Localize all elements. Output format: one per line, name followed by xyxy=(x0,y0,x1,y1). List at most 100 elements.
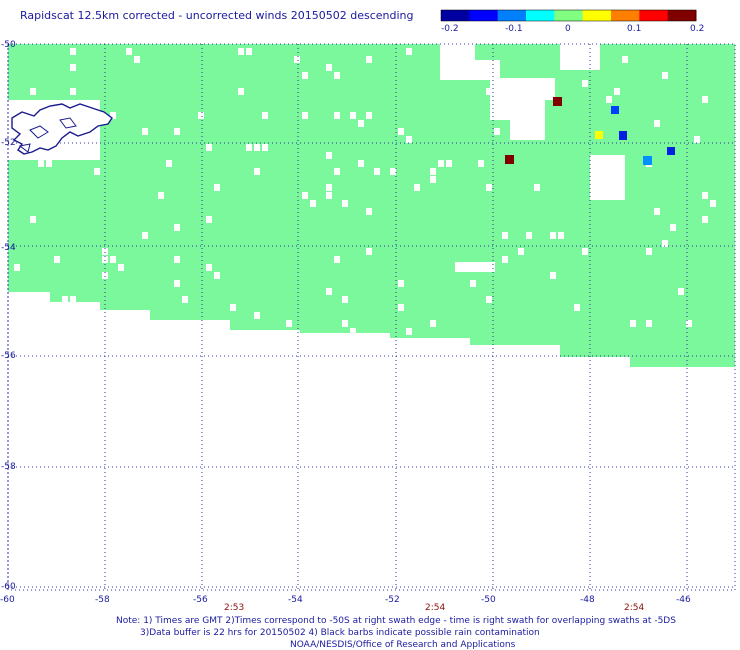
missing-cell xyxy=(678,288,684,295)
missing-cell xyxy=(238,48,244,55)
missing-cell xyxy=(574,304,580,311)
colorbar-label: -0.2 xyxy=(441,24,459,34)
missing-cell xyxy=(582,248,588,255)
swath-time: 2:53 xyxy=(224,603,244,613)
missing-cell xyxy=(494,96,500,103)
colorbar-label: -0.1 xyxy=(505,24,523,34)
missing-cell xyxy=(702,216,708,223)
missing-cell xyxy=(494,128,500,135)
missing-cell xyxy=(206,264,212,271)
missing-cell xyxy=(710,200,716,207)
missing-cell xyxy=(118,264,124,271)
colorbar-segment xyxy=(497,10,527,21)
missing-cell xyxy=(294,56,300,63)
missing-cell xyxy=(206,320,212,327)
colorbar-segment xyxy=(639,10,669,21)
missing-cell xyxy=(438,160,444,167)
missing-cell xyxy=(126,48,132,55)
colorbar-label: 0 xyxy=(565,24,571,34)
missing-cell xyxy=(70,88,76,95)
missing-cell xyxy=(702,96,708,103)
lat-label: -56 xyxy=(1,351,16,361)
lat-labels: -50 -52 -54 -56 -58 -60 xyxy=(1,40,16,592)
missing-cell xyxy=(158,192,164,199)
missing-cell xyxy=(622,56,628,63)
missing-cell xyxy=(366,56,372,63)
missing-cell xyxy=(78,328,84,335)
lon-label: -58 xyxy=(95,595,110,605)
diff-cell xyxy=(667,147,675,155)
missing-cell xyxy=(254,168,260,175)
missing-cell xyxy=(214,272,220,279)
missing-cell xyxy=(110,256,116,263)
diff-cell xyxy=(643,156,652,165)
missing-cell xyxy=(462,72,468,79)
lat-label: -54 xyxy=(1,243,16,253)
missing-cell xyxy=(110,112,116,119)
note-line-2: 3)Data buffer is 22 hrs for 20150502 4) … xyxy=(140,628,540,638)
missing-cell xyxy=(134,328,140,335)
missing-cell xyxy=(262,112,268,119)
missing-cell xyxy=(486,64,492,71)
missing-cell xyxy=(486,184,492,191)
missing-cell xyxy=(502,232,508,239)
lon-label: -54 xyxy=(288,595,303,605)
missing-cell xyxy=(654,120,660,127)
missing-cell xyxy=(350,112,356,119)
missing-cell xyxy=(406,136,412,143)
missing-cell xyxy=(14,264,20,271)
colorbar-segment xyxy=(667,10,697,21)
diff-cell xyxy=(505,155,514,164)
missing-cell xyxy=(662,240,668,247)
missing-cell xyxy=(14,144,20,151)
lon-label: -50 xyxy=(481,595,496,605)
missing-cell xyxy=(262,144,268,151)
missing-cell xyxy=(430,320,436,327)
missing-cell xyxy=(38,160,44,167)
colorbar: -0.2 -0.1 0 0.1 0.2 xyxy=(440,9,704,34)
missing-cell xyxy=(54,144,60,151)
missing-cell xyxy=(702,192,708,199)
missing-cell xyxy=(46,152,52,159)
wind-swath xyxy=(8,44,735,367)
colorbar-segment xyxy=(611,10,640,21)
missing-cell xyxy=(358,120,364,127)
missing-cell xyxy=(550,272,556,279)
missing-cell xyxy=(350,328,356,335)
missing-cell xyxy=(174,256,180,263)
missing-cell xyxy=(254,144,260,151)
missing-cell xyxy=(182,296,188,303)
missing-cell xyxy=(614,88,620,95)
lat-label: -52 xyxy=(1,138,16,148)
missing-cell xyxy=(142,128,148,135)
diff-cell xyxy=(611,106,619,114)
missing-cell xyxy=(174,224,180,231)
missing-cell xyxy=(654,208,660,215)
missing-cell xyxy=(198,112,204,119)
lat-label: -50 xyxy=(1,40,16,50)
colorbar-label: 0.2 xyxy=(690,24,704,34)
missing-cell xyxy=(430,168,436,175)
missing-cell xyxy=(646,248,652,255)
missing-cell xyxy=(326,152,332,159)
colorbar-segment xyxy=(526,10,555,21)
missing-cell xyxy=(534,184,540,191)
diff-cell xyxy=(553,97,562,106)
missing-cell xyxy=(694,136,700,143)
missing-cell xyxy=(30,88,36,95)
missing-cell xyxy=(102,256,108,263)
missing-cell xyxy=(62,296,68,303)
missing-cell xyxy=(358,160,364,167)
missing-cell xyxy=(334,112,340,119)
colorbar-segment xyxy=(582,10,612,21)
missing-cell xyxy=(174,280,180,287)
missing-cell xyxy=(366,112,372,119)
missing-cell xyxy=(302,72,308,79)
missing-cell xyxy=(206,144,212,151)
missing-cell xyxy=(286,320,292,327)
missing-cell xyxy=(70,296,76,303)
missing-cell xyxy=(662,72,668,79)
missing-cell xyxy=(478,160,484,167)
missing-cell xyxy=(486,88,492,95)
